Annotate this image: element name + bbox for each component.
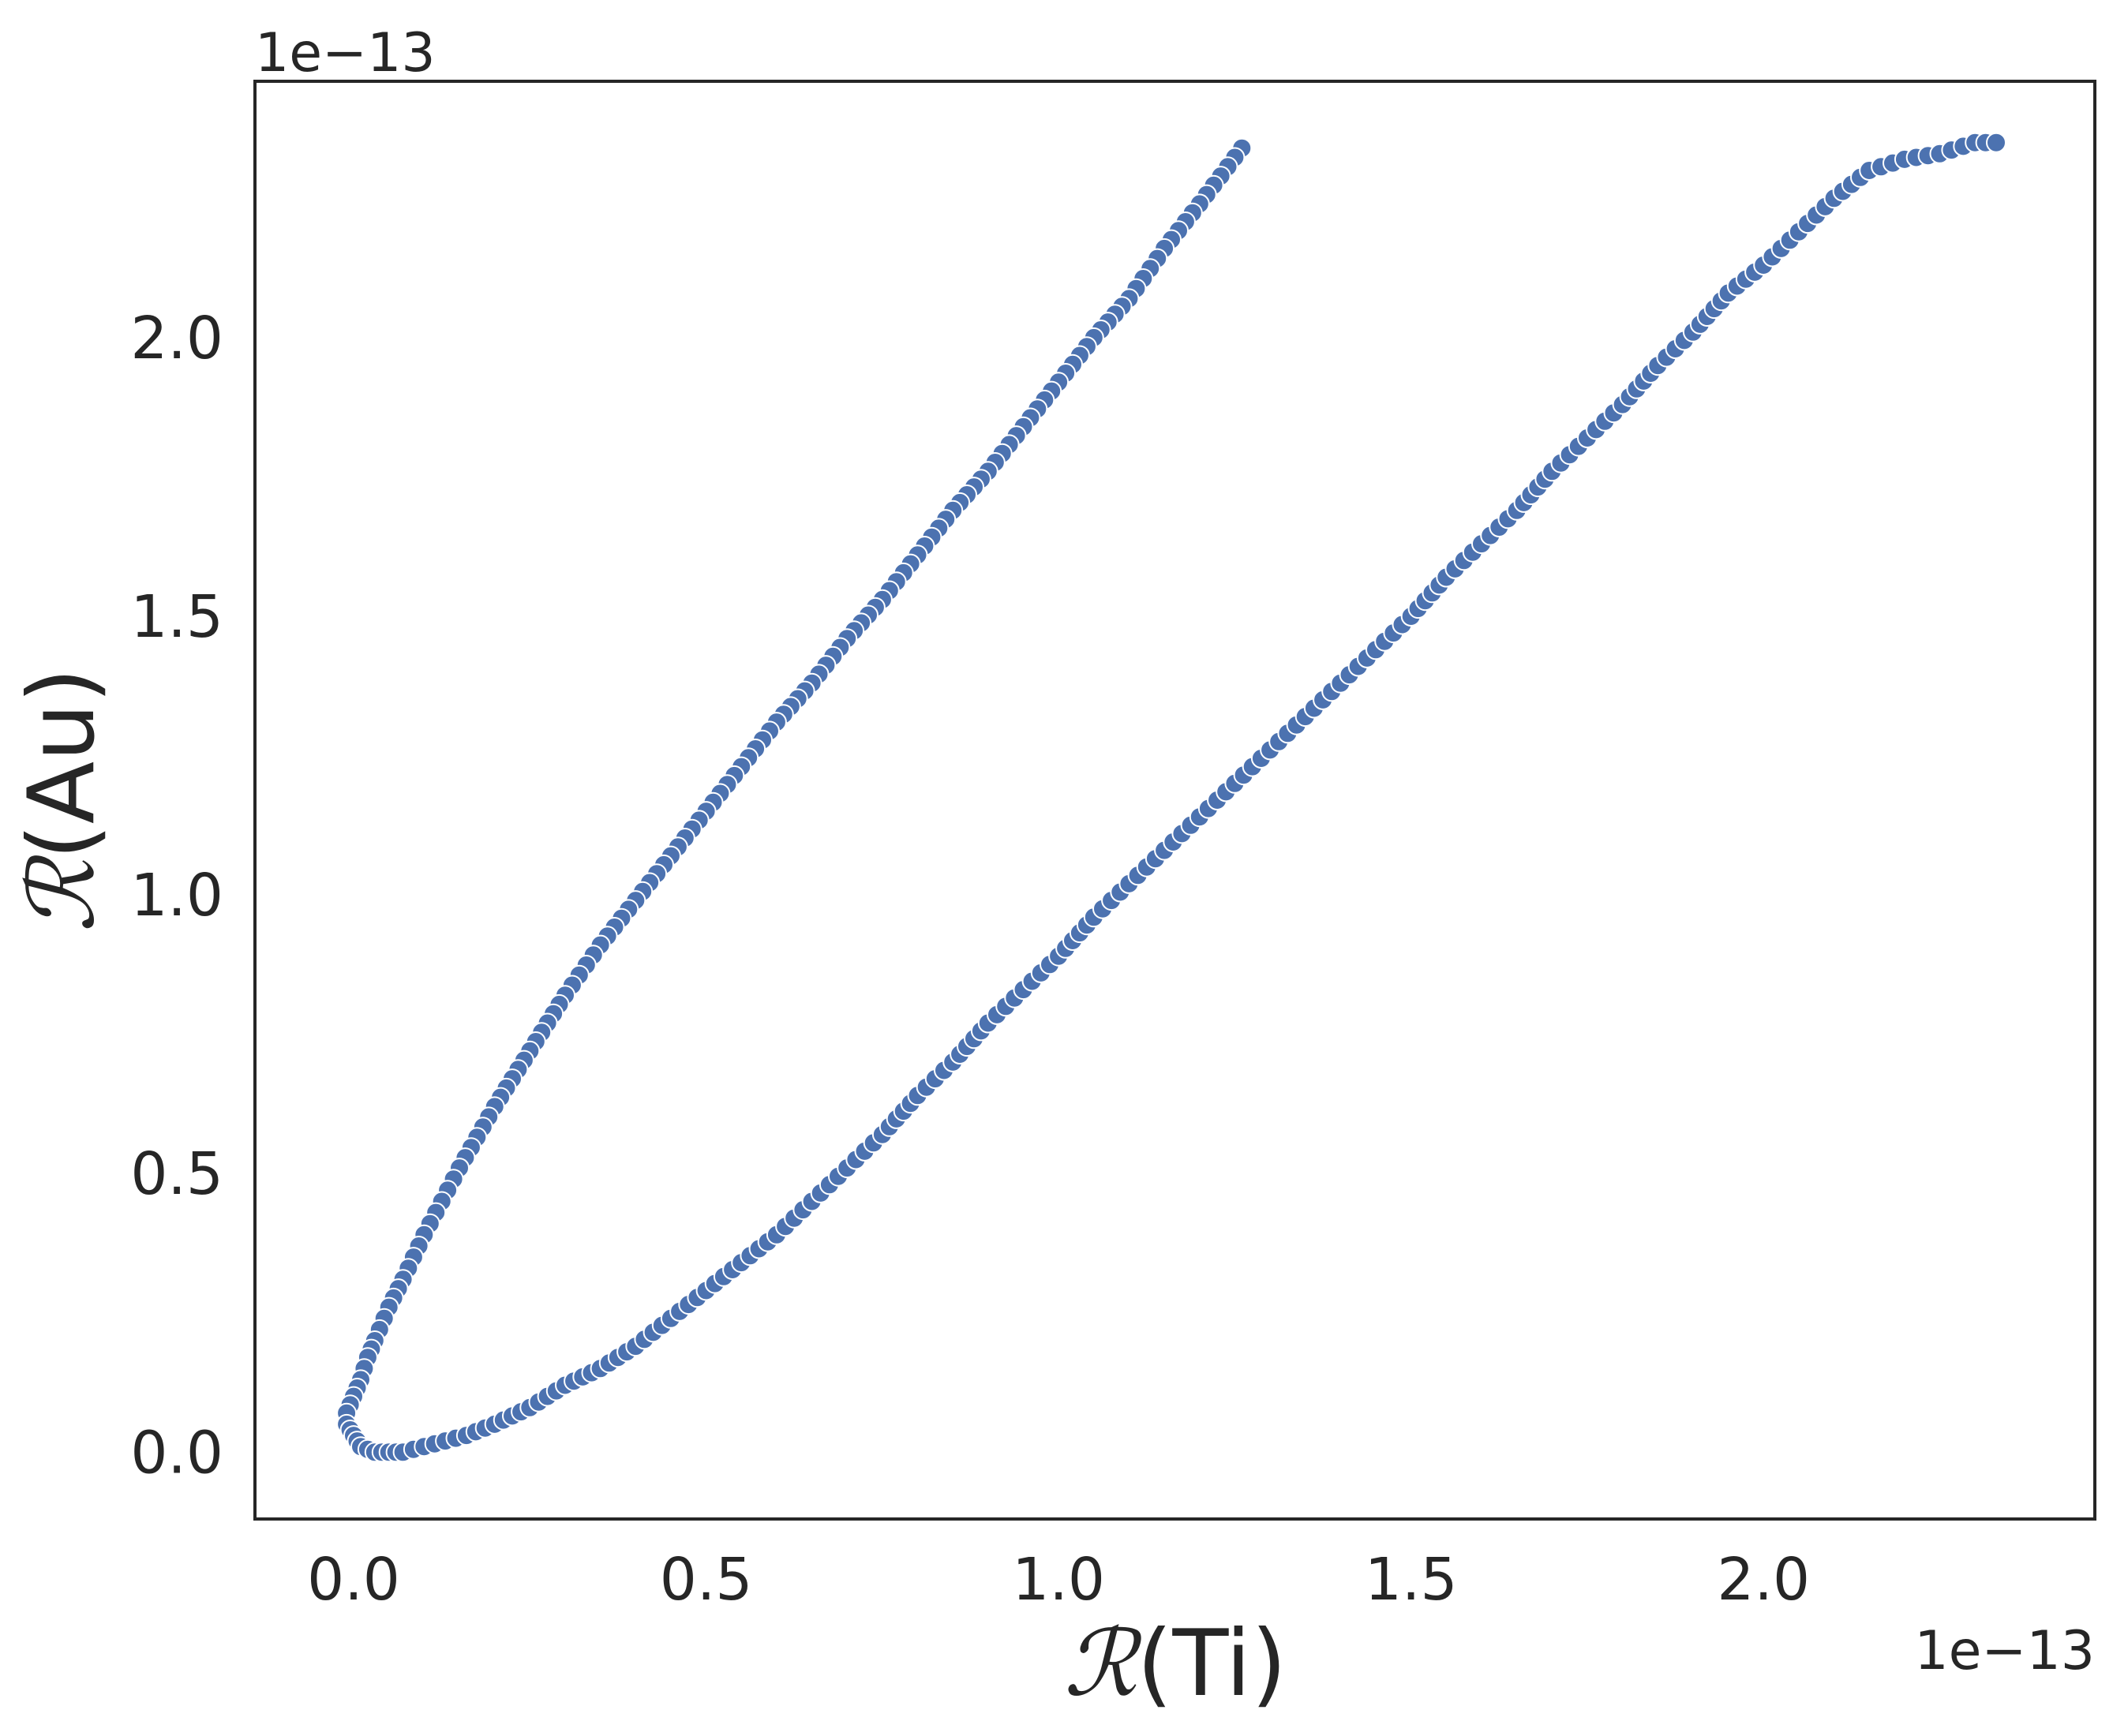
- y-axis-label-symbol: ℛ: [9, 854, 115, 933]
- x-tick-label: 1.5: [1365, 1546, 1458, 1614]
- y-tick-label: 0.0: [130, 1419, 223, 1487]
- y-axis-ticks: 0.0 0.5 1.0 1.5 2.0: [130, 305, 223, 1487]
- y-tick-label: 0.5: [130, 1140, 223, 1208]
- x-tick-label: 2.0: [1717, 1546, 1810, 1614]
- data-points: [336, 132, 2006, 1463]
- plot-frame: [253, 80, 2096, 1521]
- data-point: [1986, 132, 2006, 153]
- y-tick-label: 1.0: [130, 862, 223, 930]
- y-axis-label-text: (Au): [9, 668, 115, 859]
- y-axis-label: ℛ(Au): [9, 668, 115, 933]
- x-axis-label-text: (Ti): [1137, 1611, 1287, 1717]
- x-tick-label: 0.0: [307, 1546, 400, 1614]
- x-axis-label: ℛ(Ti): [1064, 1611, 1287, 1717]
- x-tick-label: 0.5: [660, 1546, 753, 1614]
- x-tick-label: 1.0: [1012, 1546, 1105, 1614]
- x-axis-label-symbol: ℛ: [1064, 1611, 1143, 1717]
- y-tick-label: 1.5: [130, 583, 223, 651]
- x-offset-label: 1e−13: [1914, 1620, 2095, 1682]
- x-axis-ticks: 0.0 0.5 1.0 1.5 2.0: [307, 1546, 1810, 1614]
- y-tick-label: 2.0: [130, 305, 223, 372]
- y-offset-label: 1e−13: [255, 22, 436, 84]
